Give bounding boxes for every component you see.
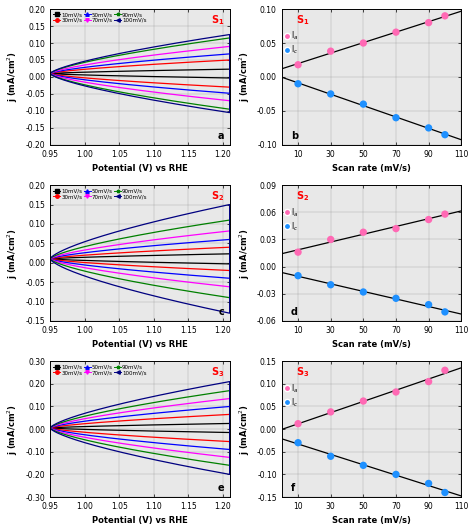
X-axis label: Scan rate (mV/s): Scan rate (mV/s) [332, 340, 411, 349]
Point [294, 419, 302, 428]
Point [425, 124, 432, 132]
Legend: 10mV/s, 30mV/s, 50mV/s, 70mV/s, 90mV/s, 100mV/s: 10mV/s, 30mV/s, 50mV/s, 70mV/s, 90mV/s, … [53, 188, 147, 200]
Point [425, 19, 432, 27]
Point [441, 307, 449, 316]
Y-axis label: j (mA/cm$^2$): j (mA/cm$^2$) [6, 52, 20, 102]
X-axis label: Potential (V) vs RHE: Potential (V) vs RHE [92, 164, 188, 173]
Point [327, 235, 335, 244]
Point [441, 366, 449, 374]
Text: $\mathbf{S_{1}}$: $\mathbf{S_{1}}$ [211, 13, 224, 27]
Point [294, 439, 302, 447]
X-axis label: Scan rate (mV/s): Scan rate (mV/s) [332, 517, 411, 526]
Legend: I$_a$, I$_c$: I$_a$, I$_c$ [285, 381, 299, 409]
Point [327, 47, 335, 55]
Point [294, 271, 302, 280]
Point [360, 39, 367, 47]
Point [392, 388, 400, 396]
X-axis label: Scan rate (mV/s): Scan rate (mV/s) [332, 164, 411, 173]
Legend: 10mV/s, 30mV/s, 50mV/s, 70mV/s, 90mV/s, 100mV/s: 10mV/s, 30mV/s, 50mV/s, 70mV/s, 90mV/s, … [53, 12, 147, 23]
Point [392, 114, 400, 122]
Text: b: b [291, 131, 298, 141]
Text: a: a [218, 131, 224, 141]
Point [441, 210, 449, 218]
Point [441, 488, 449, 496]
Text: e: e [218, 483, 224, 493]
Text: c: c [219, 307, 224, 317]
Legend: I$_a$, I$_c$: I$_a$, I$_c$ [285, 29, 299, 57]
Point [392, 294, 400, 303]
X-axis label: Potential (V) vs RHE: Potential (V) vs RHE [92, 517, 188, 526]
Text: $\mathbf{S_{1}}$: $\mathbf{S_{1}}$ [296, 13, 310, 27]
Legend: 10mV/s, 30mV/s, 50mV/s, 70mV/s, 90mV/s, 100mV/s: 10mV/s, 30mV/s, 50mV/s, 70mV/s, 90mV/s, … [53, 364, 147, 375]
Y-axis label: j (mA/cm$^2$): j (mA/cm$^2$) [6, 404, 20, 455]
Y-axis label: j (mA/cm$^2$): j (mA/cm$^2$) [237, 404, 252, 455]
Text: $\mathbf{S_{3}}$: $\mathbf{S_{3}}$ [296, 365, 310, 379]
Point [392, 28, 400, 37]
Point [360, 228, 367, 236]
Point [425, 479, 432, 487]
X-axis label: Potential (V) vs RHE: Potential (V) vs RHE [92, 340, 188, 349]
Text: $\mathbf{S_{2}}$: $\mathbf{S_{2}}$ [296, 189, 309, 203]
Point [327, 408, 335, 416]
Point [294, 80, 302, 88]
Point [441, 131, 449, 139]
Point [294, 248, 302, 256]
Text: f: f [291, 483, 295, 493]
Point [360, 288, 367, 296]
Text: d: d [291, 307, 298, 317]
Legend: I$_a$, I$_c$: I$_a$, I$_c$ [285, 205, 299, 233]
Point [294, 61, 302, 69]
Point [360, 461, 367, 469]
Point [425, 301, 432, 309]
Point [327, 90, 335, 98]
Point [392, 470, 400, 478]
Text: $\mathbf{S_{3}}$: $\mathbf{S_{3}}$ [211, 365, 224, 379]
Point [441, 12, 449, 20]
Point [425, 378, 432, 386]
Point [425, 215, 432, 224]
Point [360, 397, 367, 405]
Point [327, 280, 335, 289]
Y-axis label: j (mA/cm$^2$): j (mA/cm$^2$) [237, 52, 252, 102]
Point [392, 224, 400, 233]
Y-axis label: j (mA/cm$^2$): j (mA/cm$^2$) [6, 228, 20, 279]
Text: $\mathbf{S_{2}}$: $\mathbf{S_{2}}$ [211, 189, 224, 203]
Point [360, 100, 367, 108]
Y-axis label: j (mA/cm$^2$): j (mA/cm$^2$) [237, 228, 252, 279]
Point [327, 452, 335, 460]
